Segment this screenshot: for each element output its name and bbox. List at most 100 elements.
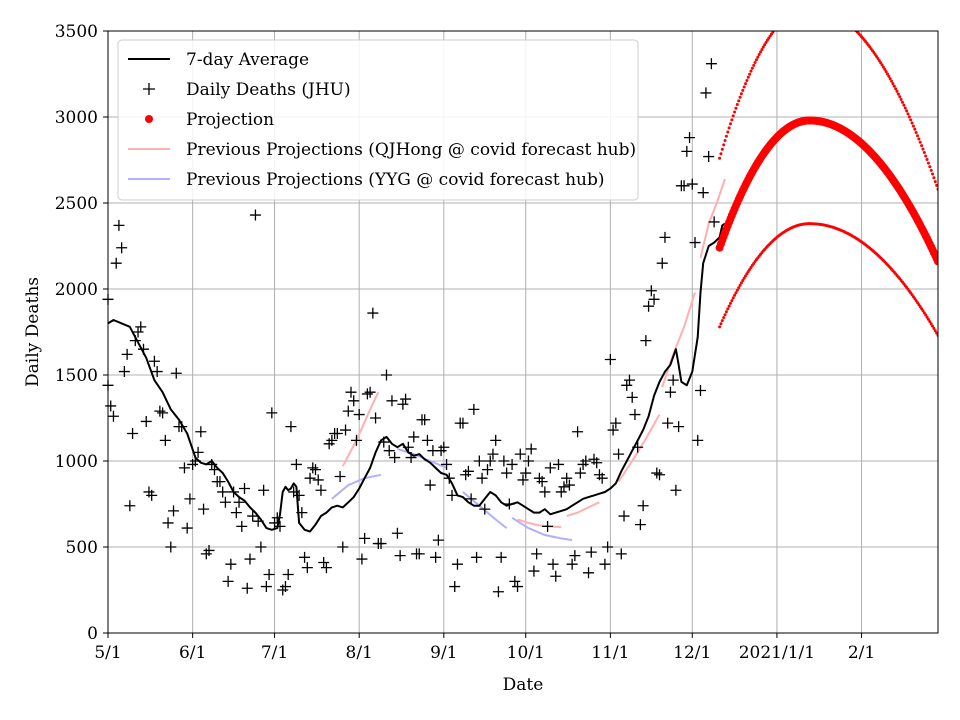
projection-upper-point [748, 72, 752, 76]
daily-death-point [421, 434, 433, 446]
daily-death-point [441, 458, 453, 470]
daily-death-point [432, 534, 444, 546]
x-tick-label: 10/1 [507, 643, 545, 663]
daily-death-point [694, 384, 706, 396]
projection-upper-point [819, 7, 822, 10]
daily-death-point [522, 455, 534, 467]
daily-death-point [692, 434, 704, 446]
daily-death-point [552, 458, 564, 470]
projection-lower-point [733, 293, 737, 297]
daily-death-point [525, 443, 537, 455]
daily-death-point [132, 326, 144, 338]
daily-death-point [634, 519, 646, 531]
projection-upper-point [840, 16, 843, 19]
projection-upper-point [838, 15, 841, 18]
y-tick-label: 3500 [55, 22, 98, 42]
projection-upper-point [723, 138, 727, 142]
daily-death-point [233, 496, 245, 508]
projection-upper-point [816, 6, 819, 9]
daily-death-point [667, 374, 679, 386]
daily-death-point [457, 417, 469, 429]
daily-death-point [247, 510, 259, 522]
daily-death-point [574, 467, 586, 479]
daily-death-point [413, 548, 425, 560]
daily-death-point [408, 431, 420, 443]
daily-death-point [498, 455, 510, 467]
daily-death-point [301, 562, 313, 574]
projection-lower-point [928, 320, 932, 324]
x-tick-label: 11/1 [591, 643, 629, 663]
qjhong-projection-line [341, 391, 380, 467]
projection-lower-point [741, 279, 745, 283]
projection-upper-point [892, 84, 896, 88]
projection-upper-point [735, 103, 739, 107]
projection-upper-point [734, 106, 738, 110]
legend-label: Previous Projections (YYG @ covid foreca… [186, 170, 605, 190]
projection-upper-point [797, 8, 800, 11]
daily-death-point [255, 541, 267, 553]
daily-death-point [146, 489, 158, 501]
daily-death-point [364, 386, 376, 398]
projection-upper-point [799, 7, 802, 10]
daily-death-point [662, 417, 674, 429]
projection-upper-point [752, 63, 756, 67]
daily-death-point [157, 407, 169, 419]
y-axis-label: Daily Deaths [23, 277, 43, 387]
projection-upper-point [738, 95, 742, 99]
projection-upper-point [830, 11, 833, 14]
projection-upper-point [727, 126, 731, 130]
daily-death-point [547, 558, 559, 570]
plot-frame [107, 30, 939, 634]
projection-upper-point [881, 65, 885, 69]
daily-death-point [462, 465, 474, 477]
daily-death-point [258, 484, 270, 496]
daily-death-point [495, 551, 507, 563]
daily-death-point [670, 484, 682, 496]
daily-death-point [118, 366, 130, 378]
projection-upper-point [931, 172, 935, 176]
daily-death-point [290, 458, 302, 470]
legend: 7-day Average Daily Deaths (JHU) Projectio… [117, 39, 639, 201]
projection-upper-point [757, 52, 761, 56]
projection-upper-point [924, 154, 928, 158]
projection-upper-point [835, 14, 838, 17]
daily-death-point [107, 410, 119, 422]
projection-upper-point [782, 18, 785, 21]
daily-death-point [438, 441, 450, 453]
projection-upper-point [852, 27, 855, 30]
daily-death-point [121, 348, 133, 360]
daily-death-point [569, 550, 581, 562]
legend-label: Daily Deaths (JHU) [186, 80, 351, 100]
x-tick-label: 9/1 [430, 643, 457, 663]
y-tick-label: 2500 [55, 194, 98, 214]
daily-death-point [580, 455, 592, 467]
projection-upper-point [914, 130, 918, 134]
daily-death-point [473, 455, 485, 467]
x-axis-label: Date [503, 675, 544, 695]
y-tick-label: 1000 [55, 452, 98, 472]
x-axis-ticks: 5/1 6/1 7/1 8/1 9/1 10/1 11/1 12/1 2021/1/1 2/1 [94, 633, 875, 663]
daily-death-point [217, 486, 229, 498]
daily-death-point [127, 427, 139, 439]
qjhong-projection-line [517, 518, 562, 529]
projection-upper-point [894, 87, 898, 91]
daily-death-point [664, 386, 676, 398]
projection-lower-point [926, 317, 930, 321]
daily-death-point [651, 467, 663, 479]
daily-death-point [623, 374, 635, 386]
daily-death-point [386, 395, 398, 407]
daily-death-point [599, 558, 611, 570]
daily-death-point [613, 448, 625, 460]
daily-death-point [681, 145, 693, 157]
daily-death-point [159, 434, 171, 446]
daily-death-point [656, 257, 668, 269]
daily-death-point [684, 132, 696, 144]
daily-death-point [307, 462, 319, 474]
projection-upper-point [759, 50, 763, 54]
daily-death-point [214, 476, 226, 488]
daily-death-point [528, 565, 540, 577]
projection-upper-point [781, 19, 784, 22]
projection-upper-point [920, 144, 924, 148]
daily-death-point [678, 180, 690, 192]
daily-death-point [293, 489, 305, 501]
